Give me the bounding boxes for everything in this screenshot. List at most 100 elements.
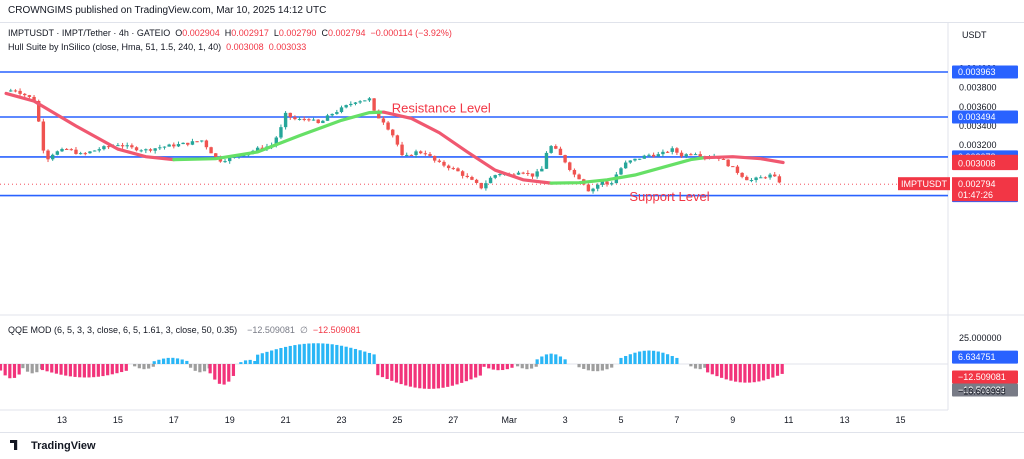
hull-legend[interactable]: Hull Suite by InSilico (close, Hma, 51, …: [8, 42, 306, 52]
qqe-histogram-bar[interactable]: [54, 364, 59, 374]
candle-body[interactable]: [446, 165, 451, 169]
candle-body[interactable]: [554, 146, 558, 149]
qqe-histogram-bar[interactable]: [747, 364, 752, 383]
candle-body[interactable]: [451, 168, 455, 170]
candle-body[interactable]: [335, 112, 339, 114]
candle-body[interactable]: [763, 177, 768, 179]
candle-body[interactable]: [418, 151, 423, 154]
qqe-histogram-bar[interactable]: [432, 364, 436, 389]
qqe-histogram-bar[interactable]: [175, 358, 180, 364]
qqe-legend[interactable]: QQE MOD (6, 5, 3, 3, close, 6, 5, 1.61, …: [8, 325, 361, 336]
qqe-histogram-bar[interactable]: [460, 364, 464, 383]
qqe-histogram-bar[interactable]: [330, 344, 334, 364]
candle-body[interactable]: [740, 172, 744, 177]
qqe-histogram-bar[interactable]: [358, 350, 362, 364]
candle-body[interactable]: [386, 122, 390, 130]
qqe-histogram-bar[interactable]: [45, 364, 49, 372]
qqe-histogram-bar[interactable]: [446, 364, 450, 387]
qqe-histogram-bar[interactable]: [185, 360, 189, 364]
candle-body[interactable]: [651, 154, 656, 157]
candle-body[interactable]: [190, 141, 195, 145]
candle-body[interactable]: [349, 103, 353, 106]
candle-body[interactable]: [428, 154, 432, 156]
candle-body[interactable]: [586, 184, 591, 192]
candle-body[interactable]: [106, 146, 111, 148]
qqe-histogram-bar[interactable]: [147, 364, 151, 369]
candle-body[interactable]: [214, 153, 218, 157]
qqe-histogram-bar[interactable]: [171, 357, 175, 364]
qqe-histogram-bar[interactable]: [408, 364, 413, 387]
qqe-histogram-bar[interactable]: [771, 364, 775, 378]
qqe-histogram-bar[interactable]: [50, 364, 54, 373]
candle-body[interactable]: [647, 154, 651, 156]
candle-body[interactable]: [670, 148, 674, 152]
candle-body[interactable]: [176, 144, 181, 147]
candle-body[interactable]: [693, 154, 698, 156]
qqe-histogram-bar[interactable]: [624, 356, 628, 364]
qqe-histogram-bar[interactable]: [633, 352, 637, 364]
candle-body[interactable]: [367, 98, 372, 101]
candle-body[interactable]: [325, 115, 330, 121]
qqe-histogram-bar[interactable]: [422, 364, 427, 389]
qqe-histogram-bar[interactable]: [491, 364, 495, 370]
candle-body[interactable]: [544, 152, 549, 169]
qqe-histogram-bar[interactable]: [353, 348, 358, 364]
qqe-histogram-bar[interactable]: [455, 364, 459, 385]
candle-body[interactable]: [41, 121, 46, 151]
qqe-histogram-bar[interactable]: [217, 364, 222, 384]
candle-body[interactable]: [381, 118, 386, 123]
qqe-histogram-bar[interactable]: [600, 364, 604, 371]
candle-body[interactable]: [18, 90, 22, 94]
hull-down-line[interactable]: [4, 91, 176, 162]
candle-body[interactable]: [293, 117, 297, 120]
candle-body[interactable]: [479, 182, 483, 189]
hull-down-line[interactable]: [703, 155, 785, 165]
candle-body[interactable]: [209, 147, 213, 154]
qqe-histogram-bar[interactable]: [628, 354, 632, 364]
qqe-histogram-bar[interactable]: [137, 364, 141, 369]
qqe-histogram-bar[interactable]: [344, 346, 348, 364]
candle-body[interactable]: [186, 142, 190, 145]
qqe-histogram-bar[interactable]: [510, 364, 514, 368]
candle-body[interactable]: [405, 154, 409, 156]
candle-body[interactable]: [279, 127, 283, 138]
candle-body[interactable]: [125, 145, 129, 147]
hull-down-line[interactable]: [381, 110, 553, 185]
candle-body[interactable]: [372, 98, 376, 111]
candle-body[interactable]: [526, 172, 530, 174]
qqe-histogram-bar[interactable]: [487, 364, 491, 369]
qqe-histogram-bar[interactable]: [591, 364, 595, 372]
qqe-histogram-bar[interactable]: [469, 364, 473, 380]
qqe-histogram-bar[interactable]: [642, 350, 646, 364]
qqe-histogram-bar[interactable]: [698, 364, 702, 370]
candle-body[interactable]: [675, 148, 679, 153]
qqe-histogram-bar[interactable]: [21, 364, 25, 369]
candle-body[interactable]: [37, 101, 41, 122]
qqe-histogram-bar[interactable]: [180, 359, 184, 364]
candle-body[interactable]: [358, 101, 362, 103]
qqe-histogram-bar[interactable]: [525, 364, 529, 370]
qqe-histogram-bar[interactable]: [68, 364, 72, 377]
candle-body[interactable]: [665, 151, 670, 153]
qqe-histogram-bar[interactable]: [582, 364, 586, 369]
candle-body[interactable]: [456, 168, 460, 172]
candle-body[interactable]: [311, 119, 316, 121]
symbol-legend[interactable]: IMPTUSDT · IMPT/Tether · 4h · GATEIO O0.…: [8, 28, 452, 38]
qqe-histogram-bar[interactable]: [73, 364, 77, 377]
candle-body[interactable]: [55, 151, 60, 155]
candle-body[interactable]: [749, 180, 754, 182]
qqe-histogram-bar[interactable]: [689, 364, 693, 367]
candle-body[interactable]: [363, 100, 367, 102]
candle-body[interactable]: [172, 144, 176, 147]
qqe-histogram-bar[interactable]: [505, 364, 509, 370]
qqe-histogram-bar[interactable]: [222, 364, 226, 385]
candle-body[interactable]: [474, 179, 479, 183]
qqe-histogram-bar[interactable]: [715, 364, 719, 377]
candle-body[interactable]: [642, 155, 646, 159]
candle-body[interactable]: [689, 154, 693, 156]
qqe-histogram-bar[interactable]: [243, 360, 248, 364]
qqe-histogram-bar[interactable]: [610, 364, 614, 368]
candle-body[interactable]: [288, 112, 292, 118]
qqe-histogram-bar[interactable]: [619, 357, 623, 364]
candle-body[interactable]: [181, 142, 185, 145]
